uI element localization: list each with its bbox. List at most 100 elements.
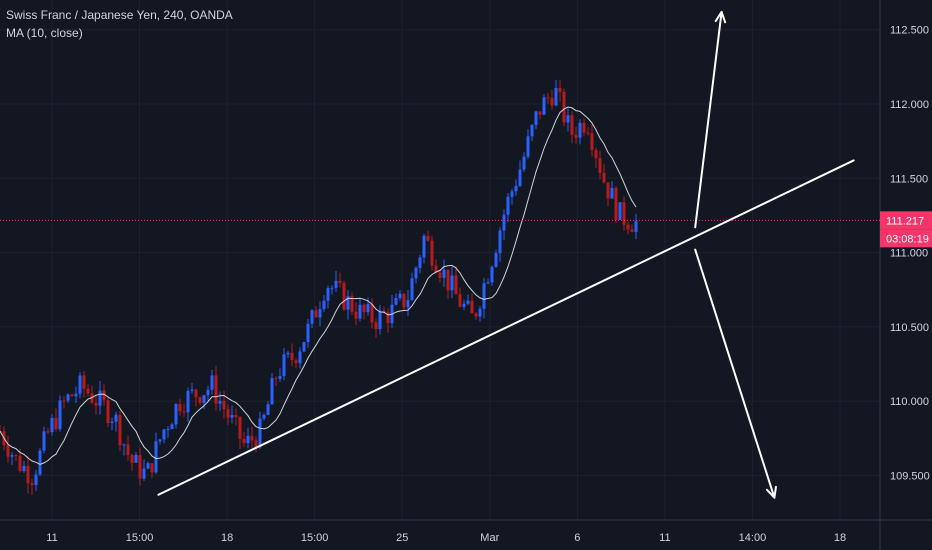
candle-body — [542, 97, 546, 115]
x-tick-label: 11 — [46, 532, 57, 544]
candle-body — [34, 474, 38, 486]
candle-body — [114, 414, 118, 422]
y-tick-label: 109.500 — [890, 470, 930, 482]
candle-body — [554, 87, 558, 106]
candle-body — [14, 455, 18, 457]
candle-body — [298, 351, 302, 364]
candle-body — [270, 378, 274, 405]
y-tick-label: 111.500 — [890, 173, 928, 185]
candle-body — [178, 403, 182, 412]
candle-body — [170, 424, 174, 430]
chart-legend: Swiss Franc / Japanese Yen, 240, OANDA M… — [6, 6, 233, 42]
candle-body — [606, 182, 610, 199]
candle-body — [330, 287, 334, 289]
candle-body — [274, 378, 278, 380]
candle-body — [290, 352, 294, 361]
candle-body — [58, 400, 62, 430]
candle-body — [262, 414, 266, 419]
candle-body — [134, 455, 138, 463]
candle-body — [374, 322, 378, 330]
candle-body — [530, 124, 534, 137]
candle-body — [442, 269, 446, 278]
candle-body — [354, 311, 358, 319]
candle-body — [194, 389, 198, 398]
arrow-head — [714, 10, 727, 24]
candle-body — [578, 122, 582, 138]
candle-body — [38, 450, 42, 475]
candle-body — [282, 354, 286, 377]
candle-body — [462, 303, 466, 307]
x-tick-label: 15:00 — [301, 532, 329, 544]
candle-body — [426, 235, 430, 241]
candle-body — [310, 310, 314, 324]
candle-body — [378, 310, 382, 330]
candle-body — [294, 360, 298, 364]
candle-body — [482, 283, 486, 309]
candle-body — [182, 411, 186, 413]
chart-title: Swiss Franc / Japanese Yen, 240, OANDA — [6, 8, 233, 22]
candle-body — [454, 275, 458, 295]
candle-body — [50, 417, 54, 433]
candle-body — [338, 280, 342, 283]
candle-body — [562, 91, 566, 123]
y-tick-label: 112.500 — [890, 25, 929, 37]
candle-body — [258, 418, 262, 448]
candle-body — [586, 132, 590, 134]
last-price-label: 111.217 — [886, 215, 924, 227]
candle-body — [478, 308, 482, 317]
candle-body — [574, 134, 578, 138]
candle-body — [94, 402, 98, 406]
candle-body — [98, 390, 102, 406]
candle-body — [518, 169, 522, 186]
candle-body — [162, 429, 166, 440]
candle-body — [42, 431, 46, 451]
candle-body — [10, 455, 14, 457]
candle-body — [198, 397, 202, 403]
candle-body — [102, 390, 106, 401]
candle-body — [302, 342, 306, 352]
candle-body — [110, 421, 114, 424]
candle-body — [0, 430, 2, 432]
candle-body — [474, 313, 478, 317]
candle-body — [614, 188, 618, 220]
candle-body — [522, 156, 526, 170]
candle-body — [218, 400, 222, 404]
candle-body — [334, 280, 338, 288]
candle-body — [150, 463, 154, 473]
candle-body — [6, 444, 10, 457]
candle-body — [610, 188, 614, 199]
arrow-line — [694, 10, 723, 229]
candle-body — [534, 111, 538, 125]
candle-body — [502, 214, 506, 231]
candle-body — [582, 122, 586, 133]
candle-body — [82, 375, 86, 389]
candle-body — [490, 266, 494, 283]
candle-body — [450, 275, 454, 291]
indicator-label: MA (10, close) — [6, 26, 83, 40]
candle-body — [602, 172, 606, 183]
candle-body — [118, 414, 122, 446]
candle-body — [90, 393, 94, 403]
candle-body — [326, 288, 330, 301]
candle-body — [158, 439, 162, 442]
candle-body — [430, 240, 434, 266]
candle-body — [126, 444, 130, 456]
candle-body — [550, 98, 554, 106]
candle-body — [538, 111, 542, 115]
candle-body — [422, 235, 426, 258]
ma-line — [0, 106, 637, 465]
candle-body — [366, 303, 370, 313]
candle-body — [46, 431, 50, 433]
candle-body — [214, 375, 218, 404]
candle-body — [54, 417, 58, 430]
candle-body — [166, 429, 170, 431]
candle-body — [238, 416, 242, 439]
y-tick-label: 112.000 — [890, 99, 929, 111]
arrow-line — [694, 248, 776, 499]
candle-body — [86, 388, 90, 394]
candle-body — [266, 404, 270, 415]
candle-body — [630, 229, 634, 232]
candle-body — [222, 400, 226, 410]
candle-body — [202, 395, 206, 403]
